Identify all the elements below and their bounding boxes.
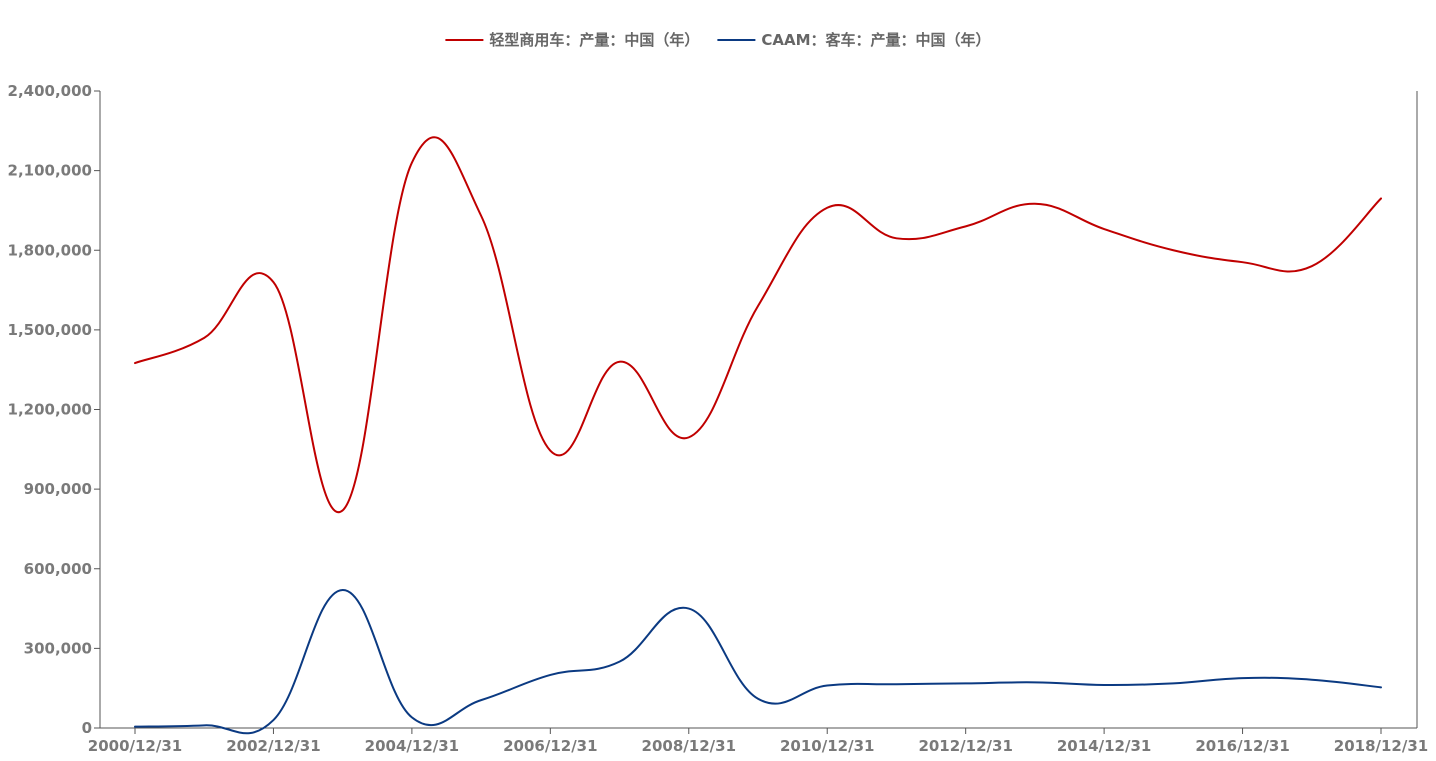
x-tick-label: 2006/12/31 xyxy=(503,737,597,755)
x-tick-label: 2000/12/31 xyxy=(88,737,182,755)
legend-label: 轻型商用车：产量：中国（年） xyxy=(489,31,699,49)
legend-label: CAAM：客车：产量：中国（年） xyxy=(761,31,990,49)
x-tick-label: 2012/12/31 xyxy=(918,737,1012,755)
y-tick-label: 600,000 xyxy=(24,560,92,578)
x-tick-label: 2010/12/31 xyxy=(780,737,874,755)
x-tick-label: 2014/12/31 xyxy=(1057,737,1151,755)
legend: 轻型商用车：产量：中国（年） CAAM：客车：产量：中国（年） xyxy=(445,31,991,49)
legend-item-1[interactable]: 轻型商用车：产量：中国（年） xyxy=(445,31,699,49)
x-tick-label: 2016/12/31 xyxy=(1195,737,1289,755)
series-line-1 xyxy=(134,136,1382,514)
y-axis: 0 300,000 600,000 900,000 1,200,000 1,500,000… xyxy=(8,82,1418,737)
series-line-2 xyxy=(134,588,1382,735)
x-tick-label: 2018/12/31 xyxy=(1334,737,1428,755)
y-tick-label: 900,000 xyxy=(24,480,92,498)
x-tick-label: 2008/12/31 xyxy=(642,737,736,755)
legend-item-2[interactable]: CAAM：客车：产量：中国（年） xyxy=(717,31,991,49)
y-tick-label: 1,200,000 xyxy=(8,401,92,419)
x-tick-label: 2004/12/31 xyxy=(365,737,459,755)
y-tick-label: 2,100,000 xyxy=(8,162,92,180)
y-tick-label: 0 xyxy=(82,719,92,737)
x-axis: 2000/12/31 2002/12/31 2004/12/31 2006/12/31… xyxy=(88,727,1428,755)
y-tick-label: 300,000 xyxy=(24,639,92,657)
series-layer xyxy=(134,136,1382,735)
y-tick-label: 1,500,000 xyxy=(8,321,92,339)
y-tick-label: 1,800,000 xyxy=(8,241,92,259)
x-tick-label: 2002/12/31 xyxy=(226,737,320,755)
y-tick-label: 2,400,000 xyxy=(8,82,92,100)
